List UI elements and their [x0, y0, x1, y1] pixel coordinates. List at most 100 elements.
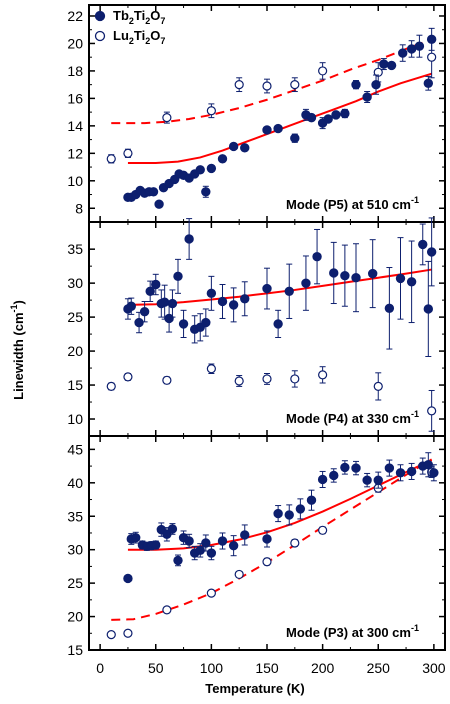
tb-point [406, 466, 417, 477]
tb-point [423, 78, 434, 88]
tb-point [329, 268, 339, 278]
y-tick-label: 20 [67, 609, 83, 625]
tb-point [154, 199, 164, 209]
x-tick-label: 200 [311, 660, 335, 676]
tb-point [195, 545, 205, 556]
lu-point [290, 80, 300, 90]
lu-point [290, 538, 300, 548]
lu-point [123, 148, 133, 158]
tb-point [329, 470, 339, 481]
tb-point [262, 125, 272, 135]
tb-point [290, 133, 300, 143]
y-tick-label: 18 [67, 63, 83, 79]
tb-point [284, 286, 294, 296]
panel-annotation: Mode (P5) at 510 cm-1 [286, 195, 419, 212]
fit-dashed-line [111, 38, 433, 125]
panel-frame [88, 221, 446, 437]
tb-point [301, 278, 311, 288]
tb-point [295, 504, 306, 514]
tb-point [217, 154, 228, 164]
y-tick-label: 15 [67, 377, 83, 393]
lu-point [318, 525, 328, 535]
tb-point [340, 108, 350, 119]
tb-point [164, 313, 174, 324]
lu-point [123, 628, 133, 638]
x-tick-label: 0 [96, 660, 104, 676]
tb-point [240, 530, 250, 540]
lu-point [206, 364, 216, 374]
lu-point [262, 81, 272, 91]
y-axis-title: Linewidth (cm-1) [9, 300, 26, 400]
lu-point [427, 52, 437, 62]
y-tick-label: 14 [67, 118, 83, 134]
y-tick-label: 10 [67, 411, 83, 427]
tb-point [167, 298, 178, 309]
tb-point [151, 540, 161, 550]
tb-point [228, 540, 239, 551]
y-tick-label: 10 [67, 173, 83, 189]
lu-point [427, 406, 437, 416]
tb-point [418, 239, 428, 250]
lu-point [234, 569, 244, 580]
lu-point [318, 66, 328, 76]
tb-point [379, 59, 389, 69]
tb-point [206, 548, 217, 558]
tb-point [423, 304, 434, 314]
y-tick-label: 12 [67, 145, 83, 161]
tb-point [398, 48, 408, 58]
tb-point [306, 112, 317, 123]
y-tick-label: 16 [67, 90, 83, 106]
tb-point [406, 44, 417, 54]
tb-point [317, 474, 328, 485]
x-tick-label: 50 [148, 660, 164, 676]
tb-point [351, 273, 361, 283]
fit-solid-line [127, 72, 432, 164]
lu-point [373, 67, 383, 77]
y-axis-title-main: Linewidth (cm [11, 312, 26, 399]
x-tick-label: 150 [255, 660, 279, 676]
tb-point [134, 317, 144, 328]
lu-point [106, 381, 116, 392]
fit-solid-line [127, 268, 432, 306]
tb-point [362, 475, 372, 485]
tb-point [145, 286, 155, 296]
tb-point [184, 234, 194, 244]
tb-point [395, 468, 406, 478]
tb-point [217, 536, 228, 546]
y-tick-label: 15 [67, 642, 83, 658]
lu-point [318, 370, 328, 380]
tb-point [262, 534, 272, 544]
tb-point [201, 317, 211, 328]
tb-point [386, 60, 397, 71]
tb-point [148, 187, 159, 197]
svg-text:Linewidth (cm-1): Linewidth (cm-1) [9, 300, 26, 400]
tb-point [240, 294, 250, 304]
tb-point [312, 251, 322, 262]
tb-point [284, 510, 294, 520]
lu-point [106, 154, 116, 164]
tb-point [384, 303, 395, 313]
tb-point [426, 247, 437, 257]
tb-point [395, 273, 406, 284]
lu-point [262, 557, 272, 567]
tb-point [306, 495, 317, 505]
tb-point [273, 508, 283, 519]
tb-point [178, 319, 189, 329]
tb-point [371, 79, 381, 90]
tb-point [167, 524, 178, 534]
tb-point [362, 92, 372, 102]
lu-point [373, 381, 383, 392]
tb-point [240, 143, 250, 153]
tb-point [373, 475, 383, 485]
tb-point [131, 532, 141, 543]
tb-point [351, 79, 361, 90]
tb-point [206, 163, 217, 174]
tb-point [139, 306, 150, 317]
tb-point [340, 270, 350, 281]
x-tick-label: 250 [367, 660, 391, 676]
tb-point [201, 538, 211, 548]
tb-point [429, 468, 439, 478]
y-tick-label: 22 [67, 8, 83, 24]
y-axis-title-end: ) [11, 300, 26, 304]
lu-point [123, 372, 133, 382]
